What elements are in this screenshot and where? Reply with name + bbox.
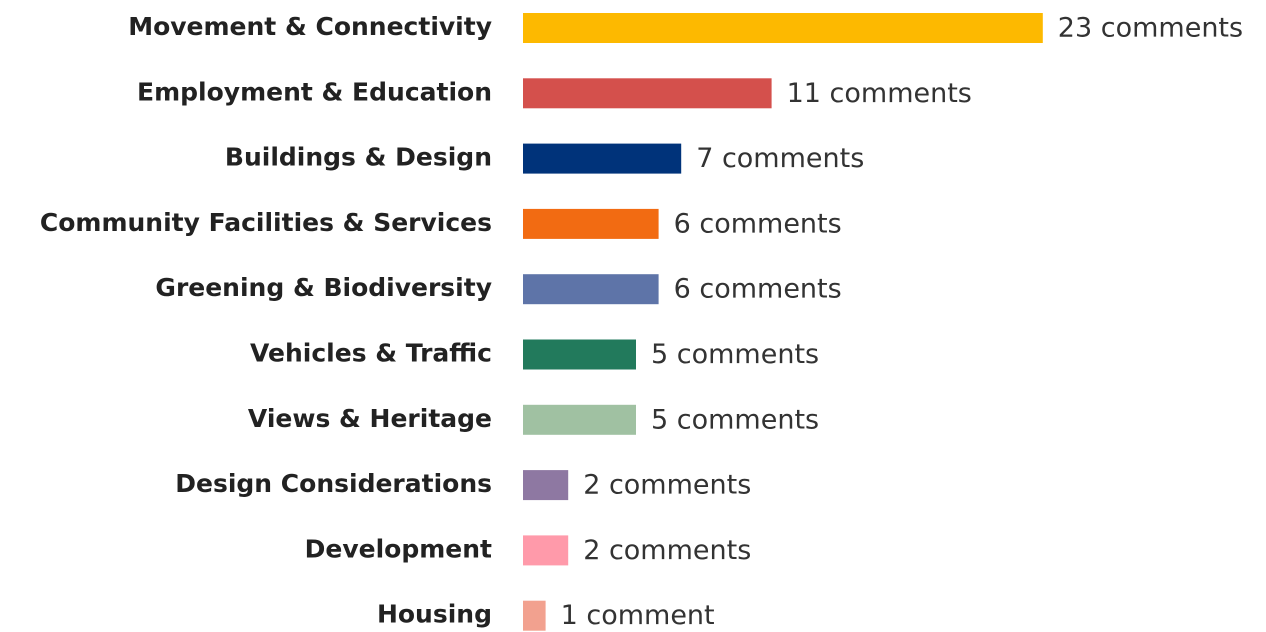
category-label: Development [305,534,492,563]
value-label: 23 comments [1058,13,1243,44]
value-label: 2 comments [583,470,751,501]
category-label: Employment & Education [137,77,492,106]
category-label: Movement & Connectivity [128,12,492,41]
value-label: 7 comments [696,143,864,174]
value-label: 6 comments [674,274,842,305]
category-label: Community Facilities & Services [40,208,492,237]
bar [523,78,772,109]
bar [523,600,546,631]
bar [523,535,569,566]
category-label: Views & Heritage [248,404,492,433]
category-label: Buildings & Design [225,143,492,172]
bar [523,143,682,174]
category-label: Housing [377,600,492,629]
bar [523,339,636,370]
value-label: 2 comments [583,535,751,566]
bar [523,13,1043,43]
category-label: Vehicles & Traffic [250,339,492,368]
value-label: 11 comments [787,78,972,109]
value-label: 5 comments [651,404,819,435]
bar [523,208,659,239]
value-label: 1 comment [561,600,715,631]
bar [523,274,659,305]
value-label: 6 comments [674,208,842,239]
category-label: Design Considerations [175,469,492,498]
bar [523,470,569,501]
bar [523,404,636,435]
category-label: Greening & Biodiversity [155,273,492,302]
value-label: 5 comments [651,339,819,370]
